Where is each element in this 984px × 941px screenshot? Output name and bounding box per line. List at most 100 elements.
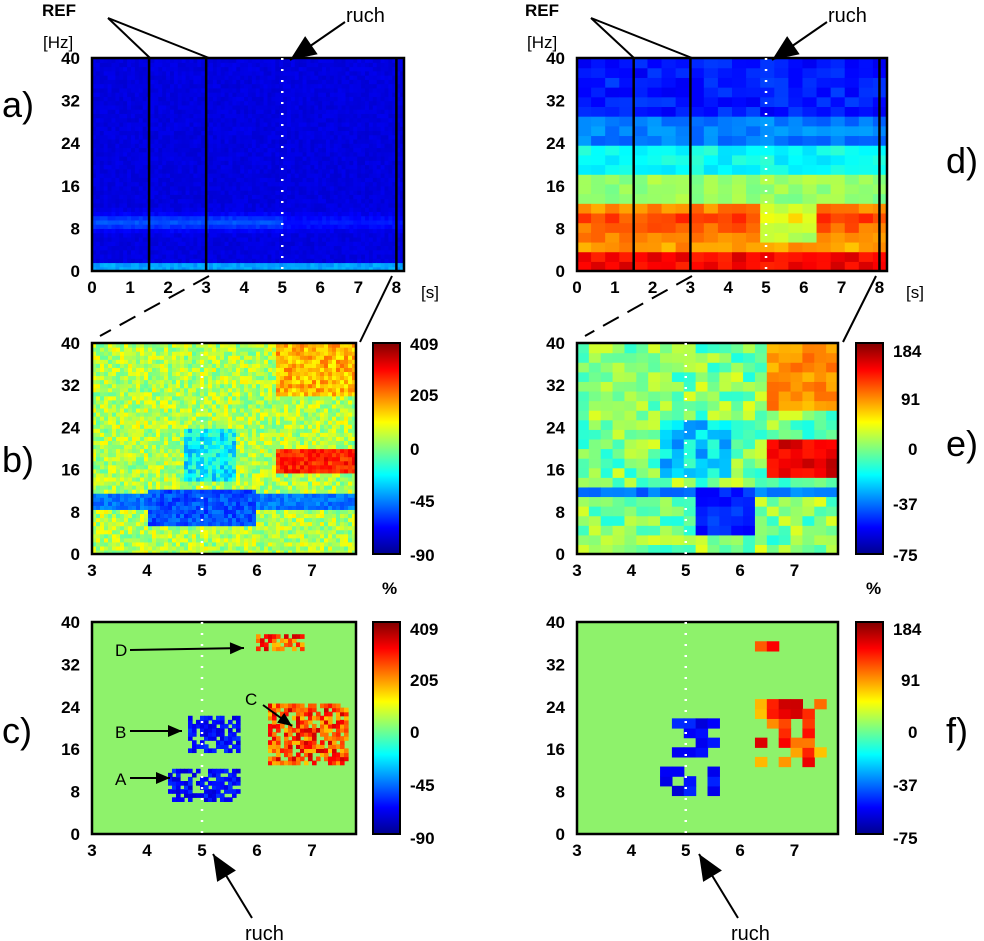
x-tick-e: 4 (627, 561, 637, 580)
region-label-c: C (245, 690, 257, 709)
ruch-arrow-c-head (213, 854, 236, 882)
x-tick-d: 3 (686, 278, 695, 297)
x-tick-a: 4 (239, 278, 249, 297)
y-tick-c: 16 (61, 740, 80, 759)
panel-label-a: a) (2, 84, 34, 125)
cbar-f-tick: -75 (893, 829, 918, 848)
x-tick-d: 2 (648, 278, 657, 297)
x-tick-f: 4 (627, 841, 637, 860)
x-tick-d: 4 (723, 278, 733, 297)
region-arrow-c-head (277, 712, 292, 726)
colorbar-f (855, 621, 884, 835)
y-tick-a: 8 (71, 219, 80, 238)
zoom-connector-a-left (99, 275, 210, 337)
region-arrow-d-head (229, 642, 244, 655)
y-tick-f: 32 (546, 655, 565, 674)
x-tick-a: 3 (201, 278, 210, 297)
x-tick-d: 6 (799, 278, 808, 297)
x-tick-c: 3 (87, 841, 96, 860)
zoom-connector-d-right (842, 275, 877, 343)
cbar-b-tick: 0 (410, 440, 419, 459)
cbar-e-tick: -37 (893, 495, 918, 514)
frame-b (90, 341, 358, 556)
x-tick-c: 6 (252, 841, 261, 860)
cbar-f-tick: 0 (908, 723, 917, 742)
colorbar-f-ticks: 184 91 0 -37 -75 (893, 620, 922, 848)
y-tick-b: 16 (61, 461, 80, 480)
y-tick-c: 0 (71, 825, 80, 844)
region-label-a: A (115, 770, 127, 789)
ref-leader-a2 (107, 17, 210, 59)
y-tick-b: 8 (71, 503, 80, 522)
frame-a (90, 56, 406, 273)
y-tick-f: 0 (556, 825, 565, 844)
y-tick-f: 16 (546, 740, 565, 759)
heatmap-a (92, 58, 405, 272)
x-tick-b: 7 (307, 561, 316, 580)
region-arrow-d (129, 647, 245, 651)
x-tick-b: 3 (87, 561, 96, 580)
panel-label-f: f) (946, 710, 968, 751)
cbar-c-tick: -45 (410, 776, 435, 795)
y-tick-e: 16 (546, 461, 565, 480)
cbar-b-tick: 409 (410, 335, 438, 354)
y-tick-d: 24 (546, 134, 565, 153)
x-tick-f: 3 (572, 841, 581, 860)
y-tick-d: 8 (556, 219, 565, 238)
x-tick-a: 1 (125, 278, 134, 297)
y-tick-a: 40 (61, 49, 80, 68)
x-tick-a: 8 (392, 278, 401, 297)
frame-e (575, 341, 840, 556)
colorbar-c (372, 621, 401, 835)
colorbar-e (855, 342, 884, 555)
zoom-connector-a-right (359, 275, 393, 343)
x-tick-e: 3 (572, 561, 581, 580)
y-tick-a: 24 (61, 134, 80, 153)
ref-leader-d1 (590, 17, 635, 59)
y-tick-b: 32 (61, 376, 80, 395)
ref-leader-a1 (107, 17, 151, 59)
panel-label-b: b) (2, 439, 34, 480)
y-tick-a: 16 (61, 177, 80, 196)
colorbar-unit: % (382, 579, 397, 598)
panel-label-e: e) (946, 423, 978, 464)
panel-label-c: c) (2, 710, 32, 751)
cbar-c-tick: 205 (410, 671, 438, 690)
x-tick-d: 1 (610, 278, 619, 297)
y-tick-c: 32 (61, 655, 80, 674)
ref-label-right: REF (525, 1, 559, 20)
colorbar-b-ticks: 409 205 0 -45 -90 % (382, 335, 438, 598)
y-tick-a: 32 (61, 92, 80, 111)
region-arrow-b-head (168, 725, 182, 737)
y-tick-a: 0 (71, 262, 80, 281)
zoom-connector-d-left (584, 275, 693, 337)
panel-label-d: d) (946, 140, 978, 181)
x-tick-e: 6 (735, 561, 744, 580)
x-tick-c: 4 (142, 841, 152, 860)
y-tick-b: 24 (61, 418, 80, 437)
cbar-c-tick: 409 (410, 620, 438, 639)
x-tick-b: 4 (142, 561, 152, 580)
x-tick-d: 0 (572, 278, 581, 297)
cbar-e-tick: 184 (893, 342, 922, 361)
ruch-arrow-f-head (699, 854, 722, 882)
x-tick-d: 5 (761, 278, 770, 297)
colorbar-b (372, 342, 401, 555)
cbar-e-tick: -75 (893, 546, 918, 565)
cbar-e-tick: 91 (901, 390, 920, 409)
hz-unit-right: [Hz] (527, 33, 557, 52)
x-tick-d: 7 (837, 278, 846, 297)
cbar-b-tick: -90 (410, 546, 435, 565)
region-label-d: D (115, 641, 127, 660)
annotation-lines (90, 17, 889, 919)
frame-d (575, 56, 889, 273)
y-tick-d: 16 (546, 177, 565, 196)
x-tick-a: 7 (354, 278, 363, 297)
cbar-c-tick: -90 (410, 829, 435, 848)
x-tick-d: 8 (875, 278, 884, 297)
cbar-b-tick: 205 (410, 386, 438, 405)
x-tick-a: 0 (87, 278, 96, 297)
cbar-e-tick: 0 (908, 440, 917, 459)
x-tick-f: 7 (790, 841, 799, 860)
